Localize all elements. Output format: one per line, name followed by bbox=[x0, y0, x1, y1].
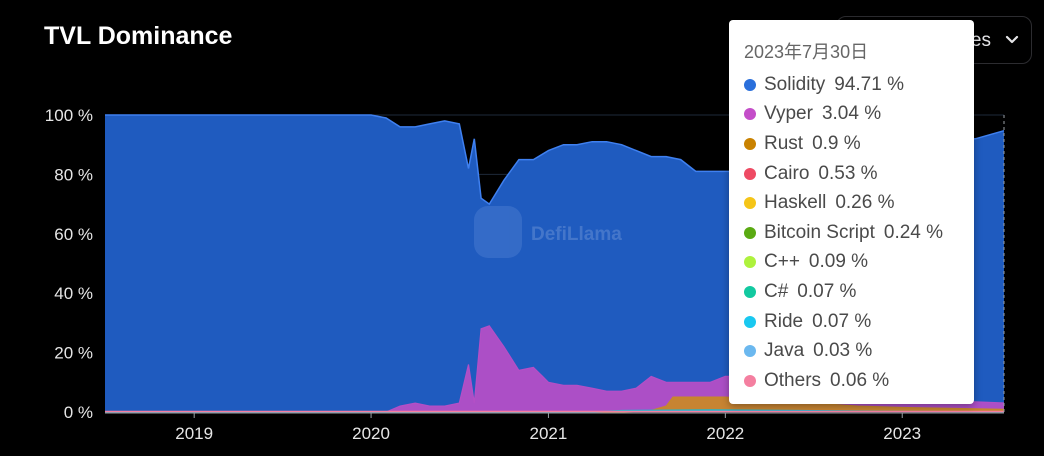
series-dot-icon bbox=[744, 374, 756, 387]
tooltip-series-name: Rust bbox=[764, 132, 804, 154]
series-dot-icon bbox=[744, 197, 756, 210]
tooltip-series-value: 0.9 % bbox=[812, 132, 861, 154]
series-dot-icon bbox=[744, 226, 756, 239]
x-tick-label: 2020 bbox=[352, 424, 390, 443]
x-tick-label: 2022 bbox=[706, 424, 744, 443]
tooltip-series-name: C# bbox=[764, 280, 789, 302]
tooltip-series-name: Solidity bbox=[764, 73, 826, 95]
tooltip-series-value: 0.09 % bbox=[808, 251, 869, 273]
select-label: es bbox=[970, 30, 991, 51]
tooltip-item: C# 0.07 % bbox=[744, 277, 974, 307]
y-tick-label: 40 % bbox=[54, 284, 93, 303]
series-dot-icon bbox=[744, 256, 756, 269]
tooltip-series-name: Cairo bbox=[764, 162, 810, 184]
tooltip-date: 2023年7月30日 bbox=[744, 42, 869, 62]
y-tick-label: 0 % bbox=[64, 403, 93, 422]
series-dot-icon bbox=[744, 167, 756, 180]
tooltip-item: Java 0.03 % bbox=[744, 336, 974, 366]
series-dot-icon bbox=[744, 137, 756, 150]
tooltip-series-name: Bitcoin Script bbox=[764, 221, 875, 243]
tooltip-series-value: 3.04 % bbox=[821, 103, 882, 125]
tooltip-item: Bitcoin Script 0.24 % bbox=[744, 218, 974, 248]
chevron-down-icon bbox=[1005, 35, 1019, 44]
tooltip-item: Haskell 0.26 % bbox=[744, 188, 974, 218]
tooltip-series-value: 0.24 % bbox=[883, 221, 944, 243]
watermark: DefiLlama bbox=[474, 206, 622, 258]
tooltip-series-value: 0.07 % bbox=[797, 280, 857, 302]
tooltip-series-name: Haskell bbox=[764, 192, 827, 214]
tooltip-item: Ride 0.07 % bbox=[744, 307, 974, 337]
tooltip-series-value: 0.06 % bbox=[830, 369, 890, 391]
tooltip-series-name: C++ bbox=[764, 251, 800, 273]
chart-title: TVL Dominance bbox=[44, 22, 233, 50]
llama-logo-icon bbox=[474, 206, 522, 258]
tooltip-item: Cairo 0.53 % bbox=[744, 159, 974, 189]
series-dot-icon bbox=[744, 345, 756, 358]
tooltip-series-name: Vyper bbox=[764, 103, 813, 125]
tooltip-series-name: Ride bbox=[764, 310, 804, 332]
y-tick-label: 100 % bbox=[45, 106, 93, 125]
series-dot-icon bbox=[744, 315, 756, 328]
x-tick-label: 2019 bbox=[175, 424, 213, 443]
tooltip-series-name: Others bbox=[764, 369, 822, 391]
tooltip-item: Others 0.06 % bbox=[744, 366, 974, 396]
y-tick-label: 60 % bbox=[54, 225, 93, 244]
tooltip-series-value: 0.03 % bbox=[813, 340, 873, 362]
watermark-text: DefiLlama bbox=[531, 224, 622, 245]
tooltip-items: Solidity 94.71 % Vyper 3.04 % Rust 0.9 % Cairo… bbox=[744, 70, 974, 396]
y-tick-label: 80 % bbox=[54, 165, 93, 184]
x-tick-label: 2023 bbox=[883, 424, 921, 443]
series-dot-icon bbox=[744, 108, 756, 121]
tooltip-series-name: Java bbox=[764, 340, 805, 362]
series-dot-icon bbox=[744, 78, 756, 91]
chart-tooltip: 2023年7月30日 Solidity 94.71 % Vyper 3.04 % Rus… bbox=[729, 20, 974, 404]
tooltip-item: C++ 0.09 % bbox=[744, 248, 974, 278]
tooltip-series-value: 0.53 % bbox=[818, 162, 878, 184]
tooltip-series-value: 0.26 % bbox=[835, 192, 895, 214]
series-dot-icon bbox=[744, 285, 756, 298]
tooltip-item: Rust 0.9 % bbox=[744, 129, 974, 159]
tooltip-series-value: 0.07 % bbox=[812, 310, 872, 332]
chart-axes: 0 % 20 % 40 % 60 % 80 % 100 % 2019 2020 2021 2022… bbox=[45, 106, 1004, 443]
tooltip-item: Vyper 3.04 % bbox=[744, 100, 974, 130]
y-tick-label: 20 % bbox=[54, 344, 93, 363]
x-tick-label: 2021 bbox=[530, 424, 568, 443]
tooltip-item: Solidity 94.71 % bbox=[744, 70, 974, 100]
tooltip-series-value: 94.71 % bbox=[834, 73, 904, 95]
